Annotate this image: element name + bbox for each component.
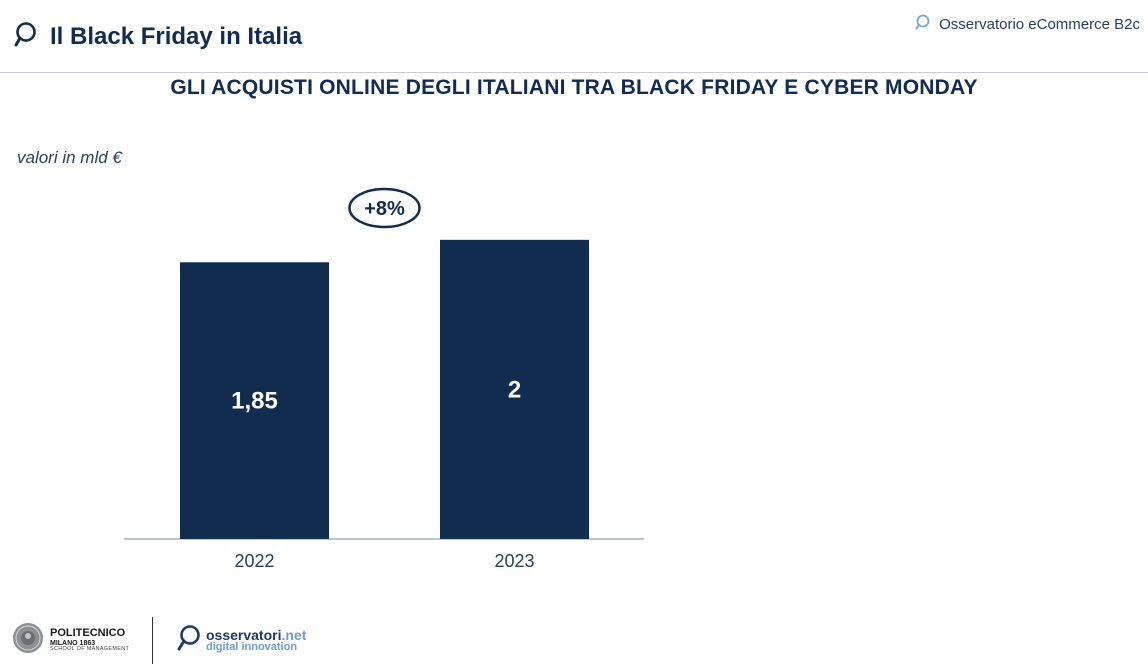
bar-2023	[440, 239, 589, 540]
osservatori-logo-icon	[176, 624, 202, 657]
header-divider	[0, 72, 1148, 73]
page-header: Il Black Friday in Italia	[14, 20, 302, 54]
x-tick-label-2022: 2022	[234, 551, 274, 571]
source-label: Osservatorio eCommerce B2c	[915, 12, 1140, 36]
polimi-name: POLITECNICO	[50, 627, 126, 640]
osservatori-wordmark: osservatori.net	[206, 627, 307, 643]
polimi-city: MILANO 1863	[50, 639, 96, 647]
chart-title: GLI ACQUISTI ONLINE DEGLI ITALIANI TRA B…	[170, 76, 978, 99]
polimi-school: SCHOOL OF MANAGEMENT	[50, 646, 130, 653]
search-magnifier-icon	[14, 21, 38, 53]
osservatori-logo: osservatori.net digital innovation	[176, 624, 306, 657]
units-label: valori in mld €	[17, 148, 122, 167]
page-title: Il Black Friday in Italia	[50, 23, 303, 50]
osservatori-tagline: digital innovation	[206, 641, 298, 653]
growth-badge-outline	[348, 187, 421, 229]
bar-2022	[180, 262, 329, 539]
polimi-seal-logo	[12, 622, 44, 659]
growth-badge: +8%	[348, 187, 421, 229]
x-tick-label-2023: 2023	[494, 551, 534, 571]
osservatori-small-icon	[915, 14, 931, 35]
polimi-logo: POLITECNICO MILANO 1863 SCHOOL OF MANAGE…	[12, 622, 129, 659]
value-label-2023: 2	[508, 376, 521, 403]
growth-label: +8%	[364, 198, 405, 220]
source-text: Osservatorio eCommerce B2c	[939, 15, 1140, 33]
footer-divider	[152, 617, 153, 664]
value-label-2022: 1,85	[231, 388, 278, 415]
